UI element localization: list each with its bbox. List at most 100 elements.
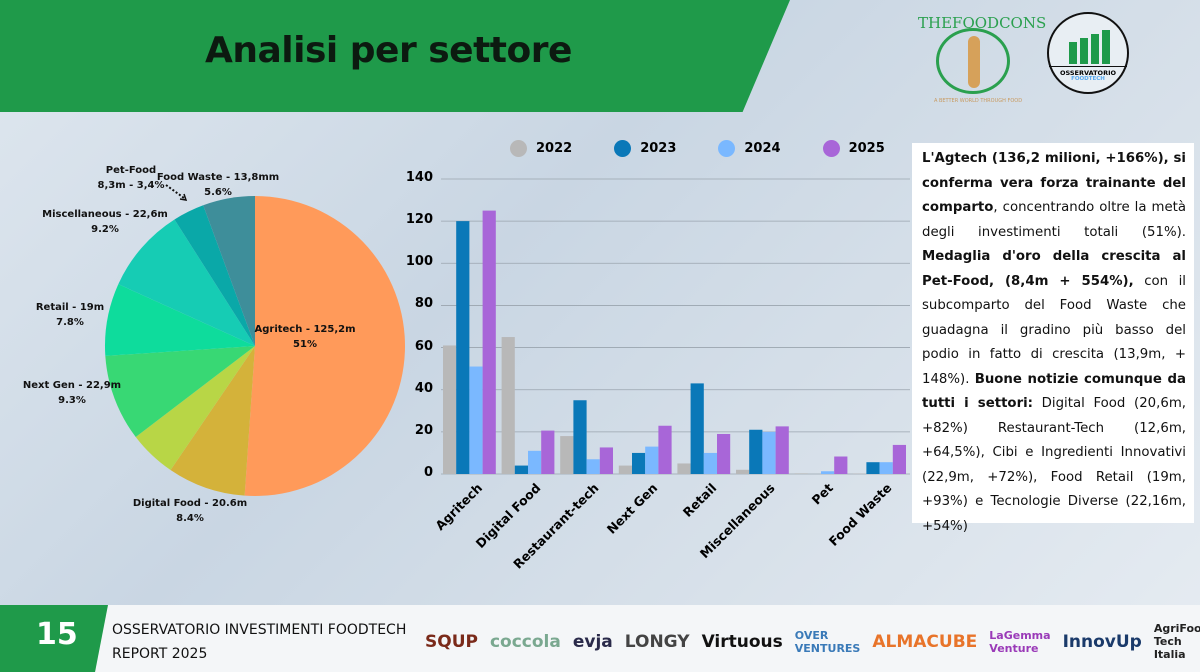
- legend-swatch: [614, 140, 632, 157]
- legend-item: 2024: [718, 140, 781, 157]
- bar-chart: [441, 178, 910, 475]
- arrow-head-icon: [179, 193, 188, 201]
- pie-label: Food Waste - 13,8mm 5.6%: [157, 170, 279, 200]
- legend-swatch: [510, 140, 527, 157]
- pie-label: Digital Food - 20.6m 8.4%: [133, 496, 247, 526]
- report-line-2: REPORT 2025: [112, 646, 208, 662]
- bar-2022: [443, 345, 457, 474]
- sponsor-logo: LONGY: [624, 631, 690, 652]
- page-number: 15: [0, 605, 108, 672]
- bar-2025: [717, 433, 731, 474]
- bar-2024: [879, 462, 893, 474]
- sponsor-logo: coccola: [489, 631, 561, 652]
- bar-2022: [618, 465, 632, 474]
- pie-chart: [105, 184, 405, 496]
- bar-2023: [573, 400, 587, 474]
- legend-swatch: [718, 140, 736, 157]
- pie-slice: [244, 196, 405, 496]
- legend-label: 2024: [744, 141, 781, 156]
- pie-label-pct: 8,3m - 3,4%: [97, 180, 165, 191]
- report-title: OSSERVATORIO INVESTIMENTI FOODTECH REPOR…: [112, 618, 406, 666]
- pie-slice: [105, 346, 255, 437]
- bar-2023: [690, 383, 704, 474]
- pie-label-pct: 9.3%: [58, 395, 86, 406]
- pie-label-pct: 9.2%: [91, 224, 119, 235]
- sponsor-logos: SQUP coccola evja LONGY Virtuous OVER VENTURE…: [425, 622, 1200, 661]
- pie-label-name: Retail - 19m: [35, 302, 105, 313]
- report-line-1: OSSERVATORIO INVESTIMENTI FOODTECH: [112, 622, 407, 638]
- bar-2022: [560, 436, 574, 474]
- bar-2024: [469, 366, 483, 474]
- y-tick-label: 120: [405, 212, 433, 228]
- page-title: Analisi per settore: [205, 30, 572, 71]
- bar-2022: [736, 469, 750, 474]
- bar-2023: [456, 221, 470, 474]
- pie-label: Next Gen - 22,9m 9.3%: [23, 378, 121, 408]
- bar-2025: [892, 444, 906, 474]
- bar-2023: [866, 462, 880, 474]
- pie-label-name: Next Gen - 22,9m: [22, 380, 122, 391]
- y-tick-label: 100: [405, 254, 433, 270]
- bar-2025: [599, 447, 613, 474]
- osservatorio-foodtech-logo: OSSERVATORIO FOODTECH: [1047, 12, 1129, 94]
- pie-slice: [105, 284, 255, 356]
- bar-2025: [775, 426, 789, 474]
- pie-slice: [203, 196, 255, 346]
- pie-label: Miscellaneous - 22,6m 9.2%: [42, 207, 168, 237]
- pie-slice: [135, 346, 255, 470]
- pie-label-name: Pet-Food: [105, 165, 157, 176]
- bar-2024: [645, 446, 659, 474]
- sponsor-logo: ALMACUBE: [872, 631, 978, 652]
- sponsor-logo: LaGemma Venture: [989, 628, 1051, 655]
- commentary-text: L'Agtech (136,2 milioni, +166%), si conf…: [912, 143, 1194, 534]
- pie-slice: [118, 219, 256, 346]
- bar-2024: [762, 431, 776, 474]
- pie-label-pct: 7.8%: [56, 317, 84, 328]
- bar-2022: [501, 337, 515, 474]
- bar-2024: [703, 452, 717, 474]
- bar-2023: [514, 465, 528, 474]
- text-segment: Buone notizie comunque da tutti i settor…: [922, 371, 1186, 412]
- y-tick-label: 0: [423, 465, 433, 480]
- text-segment: con il subcomparto del Food Waste che gu…: [922, 273, 1186, 387]
- header-banner: [0, 0, 790, 112]
- bar-2023: [749, 429, 763, 474]
- legend-label: 2022: [536, 141, 573, 156]
- pie-label-name: Agritech - 125,2m: [254, 324, 356, 335]
- y-tick-label: 60: [414, 338, 433, 354]
- pie-label-pct: 8.4%: [176, 513, 204, 524]
- bar-2022: [677, 463, 691, 474]
- text-segment: Digital Food (20,6m, +82%) Restaurant-Te…: [922, 396, 1187, 534]
- legend-label: 2023: [640, 141, 677, 156]
- thefoodcons-logo: THEFOODCONS A BETTER WORLD THROUGH FOOD: [918, 14, 1047, 104]
- pie-label-name: Miscellaneous - 22,6m: [42, 209, 168, 220]
- sponsor-logo: Virtuous: [701, 631, 783, 652]
- bar-2025: [834, 456, 848, 474]
- pie-label: Agritech - 125,2m 51%: [254, 322, 355, 352]
- bar-2025: [482, 210, 496, 474]
- text-segment: , concentrando oltre la metà degli inves…: [922, 200, 1186, 240]
- bar-2024: [528, 450, 542, 474]
- legend-swatch: [822, 140, 840, 157]
- pie-label-pct: 51%: [293, 339, 317, 350]
- legend-item: 2022: [510, 140, 572, 157]
- y-tick-label: 20: [414, 422, 433, 438]
- sponsor-logo: AgriFood-Tech Italia: [1153, 622, 1200, 661]
- y-tick-label: 40: [414, 380, 433, 396]
- pie-label: Retail - 19m 7.8%: [36, 300, 104, 330]
- bar-2022: [794, 473, 808, 474]
- pie-label: Pet-Food 8,3m - 3,4%: [98, 163, 165, 193]
- footer: [0, 605, 1200, 672]
- text-segment: L'Agtech (136,2 milioni, +166%), si conf…: [922, 151, 1186, 215]
- legend-item: 2025: [822, 140, 885, 157]
- y-tick-label: 80: [414, 296, 433, 312]
- bar-legend: 2022 2023 2024 2025: [510, 140, 885, 157]
- sponsor-logo: SQUP: [425, 631, 478, 652]
- bar-2024: [586, 459, 600, 474]
- sponsor-logo: OVER VENTURES: [794, 628, 861, 655]
- bar-2023: [632, 452, 646, 474]
- pie-label-pct: 5.6%: [204, 187, 232, 198]
- sponsor-logo: InnovUp: [1062, 631, 1142, 652]
- pie-label-name: Food Waste - 13,8mm: [156, 172, 280, 183]
- bar-2024: [821, 471, 835, 474]
